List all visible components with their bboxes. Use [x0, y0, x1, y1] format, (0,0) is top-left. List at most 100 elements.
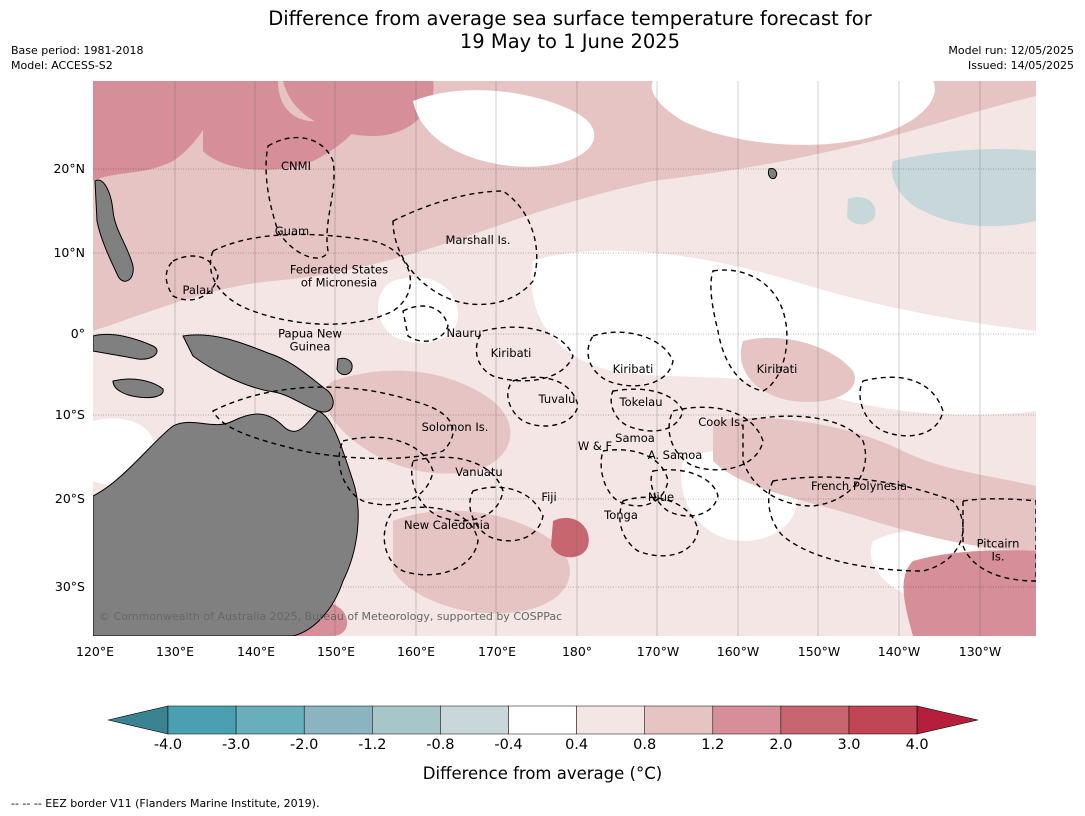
x-tick-label: 120°E — [75, 644, 115, 659]
model-text: Model: ACCESS-S2 — [11, 59, 113, 72]
region-label: Cook Is. — [698, 415, 743, 429]
indonesia-landmass — [112, 378, 164, 399]
region-label: Pitcairn Is. — [977, 537, 1020, 564]
colorbar-segment — [848, 705, 918, 735]
title-line-2: 19 May to 1 June 2025 — [459, 30, 681, 53]
colorbar-segment — [303, 705, 373, 735]
y-tick-label: 20°S — [54, 491, 85, 506]
colorbar-extend-low — [108, 705, 169, 735]
x-tick-label: 130°W — [958, 644, 1002, 659]
warm-anomaly-region — [740, 337, 855, 402]
warm-anomaly-region — [93, 81, 216, 181]
issued-text: Issued: 14/05/2025 — [967, 59, 1074, 72]
x-tick-label: 140°E — [236, 644, 276, 659]
meta-left: Base period: 1981-2018 Model: ACCESS-S2 — [11, 43, 143, 73]
y-tick-label: 20°N — [53, 161, 85, 176]
colorbar-segment — [372, 705, 441, 735]
warm-anomaly-region — [903, 550, 1036, 636]
colorbar-tick-label: -3.0 — [221, 737, 251, 753]
neutral-region — [413, 90, 595, 167]
australia-landmass — [93, 410, 359, 636]
cool-anomaly-region — [891, 149, 1036, 227]
region-label: Guam — [275, 224, 309, 238]
region-label: Tokelau — [619, 395, 663, 409]
colorbar-tick-label: 3.0 — [837, 737, 861, 753]
colorbar-segment — [644, 705, 714, 735]
new-britain-landmass — [336, 357, 353, 376]
region-label: Niue — [648, 490, 674, 504]
x-tick-label: 150°E — [316, 644, 356, 659]
region-label: Palau — [183, 283, 214, 297]
region-label: Federated States of Micronesia — [290, 263, 388, 290]
colorbar-label: Difference from average (°C) — [422, 764, 663, 783]
colorbar-segment — [440, 705, 509, 735]
colorbar — [108, 705, 978, 735]
map-canvas: CNMI Guam Marshall Is. Federated States of M… — [93, 81, 1036, 636]
region-label: New Caledonia — [404, 518, 490, 532]
region-label: Tonga — [603, 508, 638, 522]
y-tick-label: 10°N — [53, 245, 85, 260]
cool-anomaly-region — [847, 196, 876, 225]
region-labels: CNMI Guam Marshall Is. Federated States of M… — [183, 159, 1020, 564]
model-run-text: Model run: 12/05/2025 — [948, 44, 1074, 57]
region-label: Kiribati — [491, 346, 532, 360]
region-label: Vanuatu — [455, 465, 502, 479]
region-label: Fiji — [541, 490, 556, 504]
x-tick-label: 170°E — [477, 644, 517, 659]
warm-anomaly-region — [713, 417, 1036, 551]
region-label: A. Samoa — [648, 448, 703, 462]
meta-right: Model run: 12/05/2025 Issued: 14/05/2025 — [948, 43, 1074, 73]
region-label: Samoa — [615, 431, 655, 445]
colorbar-tick-label: -4.0 — [153, 737, 183, 753]
indonesia-landmass — [93, 333, 158, 360]
colorbar-tick-label: 2.0 — [769, 737, 793, 753]
colorbar-tick-label: -1.2 — [358, 737, 387, 753]
neutral-region — [651, 81, 935, 145]
region-label: Tuvalu — [538, 392, 576, 406]
credit-text: © Commonwealth of Australia 2025, Bureau… — [99, 610, 563, 623]
warm-anomaly-region — [283, 81, 434, 136]
warm-anomaly-region — [551, 517, 589, 558]
colorbar-segment — [712, 705, 782, 735]
map-title: Difference from average sea surface temp… — [0, 7, 1085, 53]
y-tick-label: 10°S — [54, 407, 85, 422]
x-tick-label: 180° — [561, 644, 593, 659]
region-label: Marshall Is. — [445, 233, 510, 247]
x-tick-label: 150°W — [797, 644, 841, 659]
colorbar-tick-label: -0.4 — [494, 737, 523, 753]
colorbar-tick-label: -2.0 — [290, 737, 319, 753]
colorbar-tick-label: 4.0 — [905, 737, 929, 753]
colorbar-extend-high — [916, 705, 978, 735]
eez-borders — [165, 136, 1036, 582]
region-label: Nauru — [447, 326, 482, 340]
colorbar-tick-label: 0.4 — [565, 737, 589, 753]
philippines-landmass — [94, 179, 134, 282]
region-label: Papua New Guinea — [278, 327, 342, 354]
colorbar-tick-label: 0.8 — [633, 737, 657, 753]
x-tick-label: 160°E — [396, 644, 436, 659]
colorbar-segment — [780, 705, 850, 735]
x-tick-label: 160°W — [716, 644, 760, 659]
colorbar-segment — [167, 705, 237, 735]
x-tick-label: 130°E — [155, 644, 195, 659]
new-guinea-landmass — [182, 334, 334, 413]
colorbar-tick-label: 1.2 — [701, 737, 725, 753]
colorbar-segment — [508, 705, 577, 735]
neutral-region — [531, 250, 1036, 415]
colorbar-tick-label: -0.8 — [426, 737, 455, 753]
region-label: Solomon Is. — [422, 420, 489, 434]
base-period-text: Base period: 1981-2018 — [11, 44, 144, 57]
eez-legend: -- -- -- EEZ border V11 (Flanders Marine… — [11, 797, 320, 810]
title-line-1: Difference from average sea surface temp… — [268, 7, 872, 30]
y-tick-label: 0° — [70, 326, 85, 341]
x-tick-label: 140°W — [877, 644, 921, 659]
region-label: W & F — [578, 439, 612, 453]
x-tick-label: 170°W — [636, 644, 680, 659]
region-label: Kiribati — [757, 362, 798, 376]
hawaii-landmass — [768, 168, 778, 179]
colorbar-segment — [576, 705, 645, 735]
region-label: CNMI — [281, 159, 311, 173]
region-label: Kiribati — [613, 362, 654, 376]
warm-anomaly-region — [393, 510, 570, 614]
y-tick-label: 30°S — [54, 579, 85, 594]
